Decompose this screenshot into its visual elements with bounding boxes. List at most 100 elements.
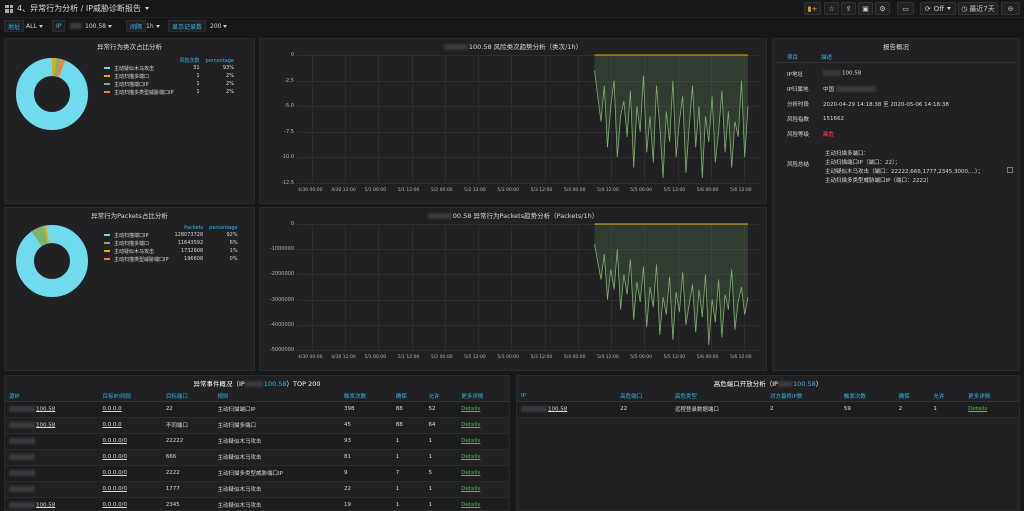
- column-header[interactable]: 更多详情: [964, 391, 1019, 402]
- summary-label: 风险总结: [787, 162, 810, 168]
- cell-value: 1: [933, 406, 937, 412]
- y-tick-label: 0: [290, 52, 294, 58]
- cell-value: 2222: [165, 470, 180, 476]
- tv-mode-button[interactable]: ▭: [897, 2, 914, 15]
- details-link[interactable]: Details: [461, 454, 481, 460]
- var-select-interval[interactable]: 1h: [144, 20, 162, 32]
- column-header[interactable]: 允许: [424, 391, 458, 402]
- table-row: 100.58 0.0.0.0/0 2345 主动疑似木马攻击 19 1 1 Details: [5, 497, 509, 510]
- gridline: [544, 224, 546, 350]
- x-tick-label: 5/2 00:00: [430, 355, 453, 360]
- legend-row[interactable]: 主动扫描多端口 11643592 6%: [101, 239, 241, 247]
- redacted-block: [9, 501, 35, 508]
- var-select-address[interactable]: ALL: [24, 20, 45, 32]
- y-tick-label: -5.0: [284, 103, 294, 110]
- column-header[interactable]: 目标IP/网段: [98, 391, 162, 402]
- column-header[interactable]: 规则: [213, 391, 341, 402]
- add-panel-button[interactable]: ▮+: [804, 2, 821, 15]
- gear-icon: ⚙: [879, 4, 886, 13]
- legend-row[interactable]: 主动扫描端口IP 128073728 92%: [101, 231, 241, 239]
- report-header: 项目 描述: [777, 53, 1015, 63]
- details-link[interactable]: Details: [461, 502, 481, 508]
- gridline: [511, 55, 513, 183]
- details-link[interactable]: Details: [461, 406, 481, 412]
- gridline: [444, 55, 446, 183]
- legend-row[interactable]: 主动扫描端口IP 1 2%: [101, 80, 237, 88]
- cell-value: 81: [344, 454, 352, 460]
- column-header[interactable]: 触发次数: [340, 391, 392, 402]
- cell-value: 64: [428, 422, 436, 428]
- cell-value: 52: [428, 406, 436, 412]
- legend-row[interactable]: 主动疑似木马攻击 31 93%: [101, 64, 237, 72]
- chevron-down-icon: [108, 24, 112, 28]
- cell-value: 666: [165, 454, 177, 460]
- column-header[interactable]: 高危端口: [616, 391, 671, 402]
- column-header[interactable]: 源IP: [5, 391, 99, 402]
- column-header[interactable]: 高危类型: [670, 391, 766, 402]
- x-tick-label: 5/3 12:00: [530, 355, 553, 360]
- column-header[interactable]: 对方最终IP数: [765, 391, 840, 402]
- cell-value[interactable]: 0.0.0.0: [102, 406, 122, 412]
- legend-row[interactable]: 主动疑似木马攻击 1732608 1%: [101, 247, 241, 255]
- x-tick-label: 4/30 00:00: [298, 188, 323, 193]
- column-header[interactable]: 目标端口: [161, 391, 214, 402]
- cell-value[interactable]: 0.0.0.0/0: [102, 502, 128, 508]
- cell-value[interactable]: 0.0.0.0/0: [102, 486, 128, 492]
- star-button[interactable]: ☆: [824, 2, 839, 15]
- table-row: 0.0.0.0/0 1777 主动疑似木马攻击 22 1 1 Details: [5, 481, 509, 498]
- x-tick-label: 5/4 00:00: [563, 188, 586, 193]
- settings-button[interactable]: ⚙: [875, 2, 890, 15]
- cell-value[interactable]: 0.0.0.0/0: [102, 438, 128, 444]
- cell-value[interactable]: 100.58: [548, 406, 568, 413]
- gridline: [444, 224, 446, 350]
- column-header[interactable]: 更多详情: [457, 391, 509, 402]
- cell-value[interactable]: 100.58: [36, 422, 56, 429]
- x-tick-label: 5/3 00:00: [497, 355, 520, 360]
- cell-value: 主动扫描多类型威胁端口IP: [217, 471, 283, 477]
- trend-panel-risk: 100.58 风险类次趋势分析（类次/1h） 0 -2.5 -5.0 -7.5 -10.…: [259, 38, 767, 204]
- cell-value: 1: [395, 486, 400, 492]
- x-tick-label: 5/4 12:00: [597, 355, 619, 360]
- details-link[interactable]: Details: [968, 406, 988, 412]
- column-header[interactable]: 触发次数: [839, 391, 895, 402]
- legend-row[interactable]: 主动扫描多类型威胁端口IP 1 2%: [101, 88, 237, 96]
- gridline: [298, 324, 758, 326]
- cell-value: 主动扫描多端口: [217, 423, 257, 429]
- cell-value[interactable]: 0.0.0.0/0: [102, 454, 128, 460]
- redacted-block: [9, 469, 35, 476]
- column-header[interactable]: 确保: [391, 391, 425, 402]
- column-header[interactable]: 允许: [929, 391, 965, 402]
- y-tick-label: -7.5: [284, 128, 294, 135]
- gridline: [577, 224, 579, 350]
- y-tick-label: -1000000: [269, 246, 294, 253]
- x-tick-label: 5/5 00:00: [630, 188, 652, 193]
- cell-value[interactable]: 0.0.0.0: [102, 422, 122, 428]
- gridline: [744, 224, 745, 350]
- legend-row[interactable]: 主动扫描类型威胁端口IP 196608 0%: [101, 255, 241, 263]
- panel-title: 100.58 风险类次趋势分析（类次/1h）: [260, 41, 766, 51]
- details-link[interactable]: Details: [461, 422, 481, 428]
- pie-panel-risk-count: 异常行为类次占比分析 风险次数 percentage 主动疑似木马攻击 31 93% …: [4, 38, 255, 204]
- column-header[interactable]: 确保: [894, 391, 930, 402]
- cell-value[interactable]: 0.0.0.0/0: [102, 470, 128, 476]
- cell-value: 1: [428, 438, 433, 444]
- zoom-out-button[interactable]: ⊖: [1001, 2, 1020, 15]
- redacted-block: [823, 70, 842, 77]
- details-link[interactable]: Details: [461, 438, 481, 444]
- details-link[interactable]: Details: [461, 486, 481, 492]
- dashboard-title[interactable]: 4、异常行为分析 / IP威胁诊断报告: [5, 3, 150, 14]
- cell-value[interactable]: 100.58: [36, 502, 56, 509]
- column-header[interactable]: IP: [517, 391, 617, 402]
- scroll-handle[interactable]: [1007, 167, 1013, 173]
- share-button[interactable]: ⇪: [841, 2, 856, 15]
- var-select-records[interactable]: 200: [208, 20, 229, 32]
- legend-row[interactable]: 主动扫描多端口 1 2%: [101, 72, 237, 80]
- var-select-ip[interactable]: 100.58: [68, 20, 114, 32]
- cell-value[interactable]: 100.58: [36, 406, 56, 413]
- gridline: [411, 224, 413, 350]
- details-link[interactable]: Details: [461, 470, 481, 476]
- time-range-picker[interactable]: ◷ 最近7天: [958, 2, 998, 15]
- refresh-picker[interactable]: ⟳ Off: [920, 2, 956, 15]
- save-button[interactable]: ▣: [858, 2, 873, 15]
- cell-value: 2: [898, 406, 903, 412]
